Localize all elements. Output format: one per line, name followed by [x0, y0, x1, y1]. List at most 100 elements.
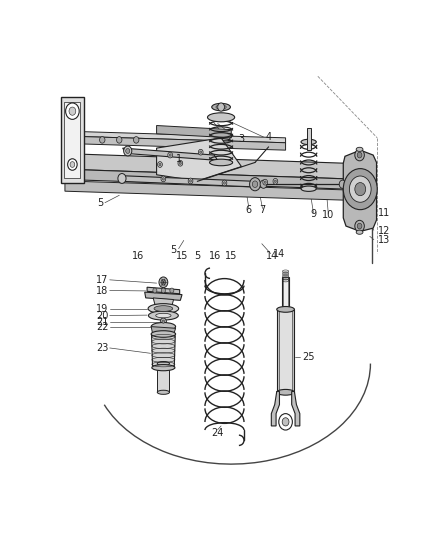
Ellipse shape: [277, 390, 294, 395]
Text: 3: 3: [238, 134, 244, 144]
Ellipse shape: [356, 147, 363, 151]
Text: 5: 5: [194, 251, 201, 261]
Polygon shape: [147, 287, 180, 294]
Circle shape: [67, 159, 77, 170]
Ellipse shape: [152, 365, 175, 371]
Circle shape: [168, 152, 173, 158]
Circle shape: [350, 176, 371, 202]
Circle shape: [178, 160, 183, 166]
Circle shape: [222, 180, 227, 186]
Bar: [277, 309, 294, 392]
Circle shape: [252, 181, 258, 188]
Polygon shape: [119, 175, 258, 187]
Polygon shape: [84, 170, 346, 189]
Text: 19: 19: [96, 304, 108, 313]
Polygon shape: [145, 292, 182, 301]
Text: 10: 10: [322, 211, 335, 221]
Text: 20: 20: [96, 311, 108, 320]
Circle shape: [161, 279, 166, 285]
Circle shape: [223, 182, 226, 184]
Circle shape: [162, 177, 164, 180]
Circle shape: [153, 288, 157, 293]
Circle shape: [198, 149, 203, 155]
Ellipse shape: [151, 330, 176, 337]
Polygon shape: [156, 138, 241, 181]
Text: 4: 4: [266, 132, 272, 142]
Text: 23: 23: [96, 343, 108, 353]
Polygon shape: [152, 334, 175, 368]
Circle shape: [117, 136, 122, 143]
Circle shape: [274, 180, 276, 183]
Ellipse shape: [301, 186, 316, 191]
Circle shape: [161, 176, 166, 182]
Polygon shape: [271, 391, 279, 426]
Text: 16: 16: [132, 251, 144, 261]
Ellipse shape: [157, 361, 170, 366]
Circle shape: [188, 178, 193, 184]
Polygon shape: [343, 150, 377, 231]
Text: 21: 21: [96, 317, 108, 327]
Ellipse shape: [156, 313, 171, 318]
Circle shape: [69, 107, 76, 115]
Circle shape: [190, 180, 191, 182]
Circle shape: [339, 180, 346, 188]
Circle shape: [66, 103, 79, 119]
Bar: [279, 309, 293, 392]
Circle shape: [118, 174, 126, 183]
Circle shape: [134, 136, 139, 143]
Polygon shape: [61, 97, 84, 183]
Ellipse shape: [157, 390, 170, 394]
Circle shape: [273, 179, 278, 184]
Text: 15: 15: [176, 251, 188, 261]
Circle shape: [264, 181, 266, 183]
Polygon shape: [156, 126, 231, 138]
Text: 2: 2: [226, 133, 233, 143]
Polygon shape: [84, 154, 346, 179]
Text: 14: 14: [273, 249, 285, 260]
Circle shape: [355, 149, 364, 161]
Circle shape: [99, 136, 105, 143]
Bar: [282, 277, 289, 310]
Text: 1: 1: [176, 154, 182, 164]
Polygon shape: [84, 132, 286, 143]
Text: 13: 13: [378, 236, 390, 245]
Polygon shape: [292, 391, 300, 426]
Circle shape: [159, 163, 161, 166]
Circle shape: [355, 183, 366, 196]
Text: 5: 5: [170, 245, 176, 255]
Polygon shape: [153, 298, 173, 306]
Ellipse shape: [148, 304, 179, 313]
Ellipse shape: [154, 306, 173, 311]
Bar: [307, 127, 311, 150]
Text: 11: 11: [378, 208, 390, 218]
Ellipse shape: [301, 139, 316, 144]
Ellipse shape: [148, 311, 178, 320]
Circle shape: [162, 320, 165, 324]
Circle shape: [282, 418, 289, 426]
Circle shape: [250, 177, 261, 191]
Circle shape: [357, 152, 362, 158]
Ellipse shape: [277, 306, 294, 312]
Circle shape: [179, 162, 181, 165]
Circle shape: [158, 161, 162, 167]
Text: 9: 9: [311, 209, 317, 219]
Text: 6: 6: [246, 205, 252, 215]
Circle shape: [161, 288, 166, 293]
Circle shape: [159, 277, 168, 288]
Text: 14: 14: [266, 251, 278, 261]
Circle shape: [169, 154, 171, 156]
Circle shape: [160, 318, 166, 325]
Circle shape: [200, 151, 202, 154]
Circle shape: [218, 103, 225, 111]
Polygon shape: [151, 327, 176, 335]
Ellipse shape: [216, 105, 226, 109]
Text: 7: 7: [259, 205, 265, 215]
Text: 25: 25: [302, 352, 314, 362]
Polygon shape: [84, 136, 286, 150]
Text: 17: 17: [96, 275, 108, 285]
Ellipse shape: [151, 322, 176, 330]
Polygon shape: [64, 102, 80, 178]
Text: 24: 24: [212, 427, 224, 438]
Polygon shape: [65, 181, 346, 200]
Ellipse shape: [208, 113, 235, 122]
